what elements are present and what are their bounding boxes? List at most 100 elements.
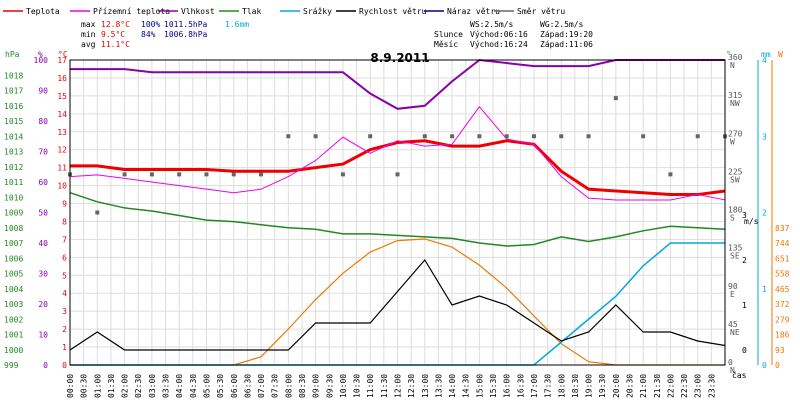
x-tick-label: 04:00 [175, 374, 184, 398]
x-tick-label: 05:00 [202, 374, 211, 398]
wind-dir-compass-label: W [730, 137, 735, 146]
unit-hpa: hPa [5, 50, 20, 59]
wind-dir-compass-label: NW [730, 99, 740, 108]
stats-panel: max 12.8°C 100% 1011.5hPa 1.6mm min 9.5°… [81, 20, 249, 49]
wind-dir-tick-label: 180 [728, 206, 743, 215]
x-tick-label: 06:00 [230, 374, 239, 398]
temperature-tick-label: 1 [62, 343, 67, 352]
temperature-tick-label: 16 [57, 74, 67, 83]
unit-mm: mm [761, 50, 771, 59]
chart-title: 8.9.2011 [370, 51, 429, 65]
sunrise: Východ:06:16 [470, 30, 528, 39]
x-tick-label: 11:30 [380, 374, 389, 398]
x-tick-label: 08:30 [298, 374, 307, 398]
wind-dir-tick-label: 360 [728, 53, 743, 62]
humidity-tick-label: 90 [38, 87, 48, 96]
temperature-tick-label: 5 [62, 271, 67, 280]
wind-dir-tick-label: 135 [728, 244, 743, 253]
solar-tick-label: 279 [775, 315, 790, 324]
x-tick-label: 16:30 [516, 374, 525, 398]
pressure-tick-label: 1012 [4, 163, 23, 172]
pressure-tick-label: 1009 [4, 209, 23, 218]
temperature-tick-label: 11 [57, 164, 67, 173]
legend-label: Teplota [26, 7, 60, 16]
temperature-tick-label: 15 [57, 92, 67, 101]
solar-tick-label: 465 [775, 285, 790, 294]
pressure-tick-label: 1017 [4, 87, 23, 96]
x-tick-label: 11:00 [366, 374, 375, 398]
wind-dir-tick-label: 0 [728, 358, 733, 367]
series-line-pressure [69, 191, 726, 247]
x-tick-label: 04:30 [189, 374, 198, 398]
wind-speed-tick-label: 3 [742, 211, 747, 220]
solar-tick-label: 744 [775, 239, 790, 248]
moonset: Západ:11:06 [540, 40, 593, 49]
pressure-tick-label: 1010 [4, 193, 23, 202]
rain-tick-label: 2 [762, 209, 767, 218]
wind-dir-marker [641, 134, 646, 139]
x-tick-label: 09:30 [325, 374, 334, 398]
x-tick-label: 18:00 [557, 374, 566, 398]
x-tick-label: 23:30 [707, 374, 716, 398]
sun-label: Slunce [434, 30, 463, 39]
wind-dir-tick-label: 45 [728, 320, 738, 329]
pressure-tick-label: 1016 [4, 102, 23, 111]
series-line-wind-speed [69, 258, 726, 351]
legend-label: Náraz větru [447, 7, 500, 16]
x-tick-label: 05:30 [216, 374, 225, 398]
wind-dir-tick-label: 225 [728, 167, 743, 176]
x-tick-label: 07:30 [271, 374, 280, 398]
x-tick-label: 23:00 [694, 374, 703, 398]
temperature-tick-label: 4 [62, 289, 67, 298]
sunset: Západ:19:20 [540, 30, 593, 39]
pressure-tick-label: 1013 [4, 148, 23, 157]
x-tick-label: 00:30 [80, 374, 89, 398]
solar-tick-label: 186 [775, 331, 790, 340]
humidity-tick-label: 70 [38, 148, 48, 157]
pressure-tick-label: 1003 [4, 300, 23, 309]
wind-speed-tick-label: 0 [742, 346, 747, 355]
pressure-tick-label: 1014 [4, 132, 23, 141]
wind-dir-tick-label: 315 [728, 91, 743, 100]
temperature-tick-label: 12 [57, 146, 67, 155]
humidity-tick-label: 60 [38, 178, 48, 187]
wind-dir-marker [231, 172, 236, 177]
min-label: min [81, 30, 96, 39]
x-tick-label: 10:00 [339, 374, 348, 398]
wind-dir-marker [286, 134, 291, 139]
x-tick-label: 02:00 [121, 374, 130, 398]
x-tick-label: 14:30 [462, 374, 471, 398]
pressure-tick-label: 1001 [4, 331, 23, 340]
wind-dir-marker [177, 172, 182, 177]
plot-frame [69, 59, 726, 366]
unit-deg: ° [726, 50, 731, 59]
x-tick-label: 00:00 [66, 374, 75, 398]
legend-label: Směr větru [517, 7, 565, 16]
wind-dir-marker [613, 96, 618, 101]
max-hum: 100% [141, 20, 160, 29]
pressure-tick-label: 999 [4, 361, 19, 370]
pressure-tick-label: 1004 [4, 285, 23, 294]
humidity-tick-label: 80 [38, 117, 48, 126]
moonrise: Východ:16:24 [470, 40, 528, 49]
x-tick-label: 15:30 [489, 374, 498, 398]
wind-dir-marker [95, 210, 100, 215]
x-tick-label: 06:30 [243, 374, 252, 398]
x-tick-label: 08:00 [284, 374, 293, 398]
max-label: max [81, 20, 96, 29]
temperature-tick-label: 2 [62, 325, 67, 334]
x-tick-label: 20:00 [612, 374, 621, 398]
x-tick-label: 13:00 [421, 374, 430, 398]
axis-units: hPa % °C ° mm W m/s čas [5, 50, 783, 380]
temperature-tick-label: 6 [62, 253, 67, 262]
wind-dir-marker [259, 172, 264, 177]
series-line-ground-temperature [69, 105, 726, 201]
wind-dir-marker [559, 134, 564, 139]
max-temp: 12.8°C [101, 20, 130, 29]
avg-label: avg [81, 40, 96, 49]
temperature-tick-label: 14 [57, 110, 67, 119]
wind-dir-compass-label: N [730, 366, 735, 375]
min-press: 1006.8hPa [164, 30, 208, 39]
unit-cas: čas [732, 370, 747, 380]
humidity-tick-label: 40 [38, 239, 48, 248]
